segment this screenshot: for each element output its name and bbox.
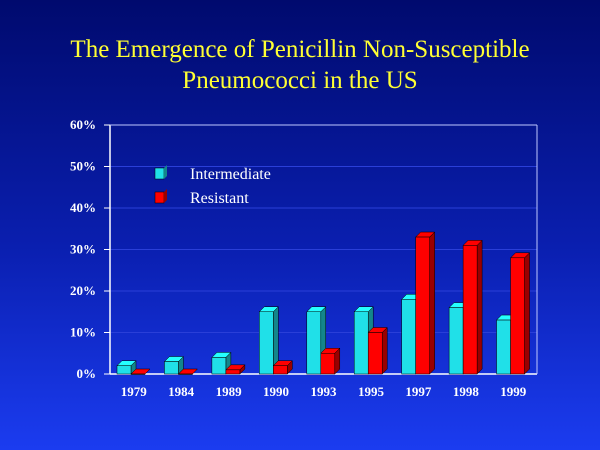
legend-label: Intermediate — [190, 166, 271, 183]
x-tick-label: 1998 — [453, 384, 480, 399]
bar-resistant-1979 — [130, 368, 151, 375]
tick-labels: 0% 10% 20% 30% 40% 50% 60% 1979 1984 1989 1990 1993… — [70, 117, 527, 399]
chart-title-line-1: The Emergence of Penicillin Non-Suscepti… — [70, 36, 530, 63]
bar-front — [496, 319, 511, 375]
bar-front — [130, 373, 146, 375]
bar-front — [353, 311, 369, 375]
legend-item-intermediate: Intermediate — [154, 165, 271, 183]
x-tick-label: 1997 — [405, 384, 432, 399]
bar-resistant-1993 — [320, 347, 341, 375]
bar-resistant-1998 — [462, 239, 483, 375]
chart-title: The Emergence of Penicillin Non-Suscepti… — [0, 34, 600, 96]
bar-front — [116, 365, 132, 375]
legend-swatch — [154, 191, 165, 204]
y-tick-label: 40% — [70, 200, 96, 215]
bar-front — [367, 332, 383, 375]
legend-swatch — [154, 167, 165, 180]
bar-front — [448, 307, 464, 375]
y-tick-label: 20% — [70, 283, 96, 298]
chart-title-line-2: Pneumococci in the US — [182, 67, 418, 94]
bar-side — [524, 252, 530, 375]
y-tick-label: 50% — [70, 159, 96, 174]
bar-resistant-1997 — [415, 231, 436, 375]
bar-front — [510, 257, 525, 375]
bar-resistant-1984 — [177, 368, 199, 375]
x-tick-label: 1989 — [216, 384, 243, 399]
x-tick-label: 1990 — [263, 384, 289, 399]
bar-front — [401, 299, 416, 375]
x-tick-label: 1993 — [311, 384, 338, 399]
bar-resistant-1999 — [509, 252, 531, 375]
y-tick-label: 30% — [70, 242, 96, 257]
bars — [116, 231, 531, 375]
bar-side — [381, 326, 388, 375]
x-tick-label: 1999 — [500, 384, 527, 399]
legend-item-resistant: Resistant — [154, 189, 249, 207]
y-tick-label: 10% — [70, 325, 96, 340]
y-tick-label: 0% — [77, 366, 97, 381]
bar-side — [429, 231, 435, 375]
bar-front — [320, 353, 336, 375]
x-tick-label: 1979 — [121, 384, 148, 399]
bar-resistant-1990 — [272, 360, 293, 375]
bar-intermediate-1990 — [258, 306, 279, 375]
bar-front — [273, 365, 288, 375]
bar-resistant-1995 — [367, 326, 388, 375]
legend-swatch-side — [164, 189, 167, 203]
y-tick-label: 60% — [70, 117, 96, 132]
x-tick-label: 1984 — [168, 384, 195, 399]
legend-label: Resistant — [190, 190, 249, 207]
bar-front — [164, 361, 179, 375]
bar-front — [211, 357, 227, 375]
bar-intermediate-1984 — [163, 355, 185, 375]
bar-resistant-1989 — [225, 364, 246, 375]
bar-front — [462, 245, 478, 375]
bar-side — [476, 239, 483, 375]
legend: Intermediate Resistant — [154, 165, 271, 207]
bar-front — [259, 311, 274, 375]
x-tick-label: 1995 — [358, 384, 385, 399]
bar-front — [415, 236, 430, 375]
bar-front — [178, 373, 193, 375]
bar-intermediate-1979 — [116, 360, 137, 375]
bar-front — [225, 369, 241, 375]
bar-front — [306, 311, 322, 375]
legend-swatch-side — [164, 165, 167, 179]
